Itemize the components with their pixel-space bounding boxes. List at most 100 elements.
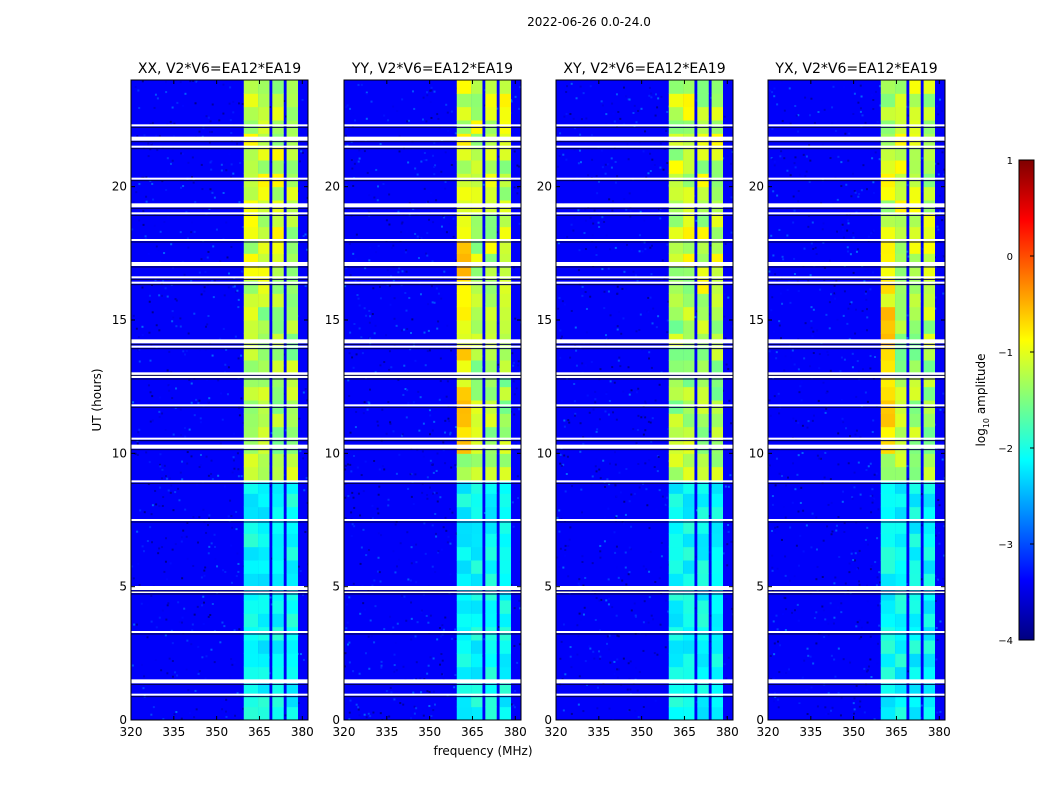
noise-speckle [939, 620, 942, 623]
noise-speckle [428, 705, 431, 708]
noise-speckle [587, 174, 590, 177]
flagged-row [556, 679, 733, 684]
noise-speckle [229, 86, 232, 89]
noise-speckle [184, 435, 187, 438]
noise-speckle [936, 639, 939, 642]
noise-speckle [853, 486, 856, 489]
noise-speckle [401, 433, 404, 436]
signal-band-segment [909, 680, 921, 694]
noise-speckle [828, 301, 831, 304]
noise-speckle [213, 661, 216, 664]
noise-speckle [588, 645, 591, 648]
noise-speckle [404, 251, 407, 254]
noise-speckle [238, 201, 241, 204]
signal-band-segment [272, 253, 284, 268]
signal-band-segment [697, 706, 709, 720]
noise-speckle [598, 629, 601, 632]
noise-speckle [581, 560, 584, 563]
signal-band-segment [272, 280, 284, 294]
noise-speckle [237, 562, 240, 565]
noise-speckle [299, 450, 302, 453]
signal-band-segment [895, 600, 907, 614]
noise-speckle [510, 99, 513, 102]
noise-speckle [607, 290, 610, 293]
noise-speckle [415, 543, 418, 546]
signal-band-segment [880, 226, 896, 241]
noise-speckle [446, 370, 449, 373]
noise-speckle [147, 155, 150, 158]
noise-speckle [778, 324, 781, 327]
signal-band-segment [485, 506, 497, 521]
noise-speckle [419, 677, 422, 680]
signal-band-segment [923, 520, 936, 534]
flagged-row [131, 480, 308, 483]
noise-speckle [582, 613, 585, 616]
flagged-row [131, 262, 308, 266]
noise-speckle [871, 271, 874, 274]
colorbar-tick-label: −3 [998, 540, 1013, 551]
noise-speckle [877, 508, 880, 511]
signal-band-segment [272, 453, 284, 468]
noise-speckle [563, 419, 566, 422]
noise-speckle [173, 122, 176, 125]
noise-speckle [616, 658, 619, 661]
noise-speckle [192, 516, 195, 519]
noise-speckle [778, 671, 781, 674]
noise-speckle [161, 609, 164, 612]
noise-speckle [562, 566, 565, 569]
signal-band-segment [909, 106, 921, 121]
signal-band-segment [895, 426, 907, 441]
noise-speckle [827, 503, 830, 506]
signal-band-segment [880, 493, 896, 508]
noise-speckle [730, 422, 733, 425]
noise-speckle [653, 652, 656, 655]
noise-speckle [282, 392, 285, 395]
noise-speckle [642, 150, 645, 153]
noise-speckle [175, 387, 178, 390]
signal-band-segment [880, 506, 896, 521]
noise-speckle [613, 453, 616, 456]
signal-band-segment [683, 506, 695, 521]
noise-speckle [794, 488, 797, 491]
flagged-row [131, 281, 308, 284]
noise-speckle [223, 161, 226, 164]
noise-speckle [389, 615, 392, 618]
noise-speckle [450, 110, 453, 113]
noise-speckle [776, 103, 779, 106]
noise-speckle [855, 684, 858, 687]
noise-speckle [158, 135, 161, 138]
noise-speckle [793, 609, 796, 612]
noise-speckle [848, 303, 851, 306]
noise-speckle [345, 106, 348, 109]
noise-speckle [611, 209, 614, 212]
noise-speckle [358, 157, 361, 160]
noise-speckle [402, 703, 405, 706]
flagged-row [344, 276, 521, 279]
noise-speckle [225, 710, 228, 713]
noise-speckle [773, 653, 776, 656]
noise-speckle [920, 246, 923, 249]
signal-band-segment [243, 453, 259, 468]
signal-band-segment [286, 466, 299, 481]
noise-speckle [869, 568, 872, 571]
signal-band-segment [909, 520, 921, 534]
panel-title: YX, V2*V6=EA12*EA19 [774, 61, 937, 77]
flagged-row [768, 339, 945, 344]
noise-speckle [871, 430, 874, 433]
noise-speckle [816, 329, 819, 332]
noise-speckle [726, 543, 729, 546]
noise-speckle [665, 502, 668, 505]
noise-speckle [573, 382, 576, 385]
noise-speckle [768, 399, 771, 402]
noise-speckle [906, 184, 909, 187]
noise-speckle [367, 635, 370, 638]
noise-speckle [389, 421, 392, 424]
noise-speckle [723, 663, 726, 666]
noise-speckle [569, 646, 572, 649]
noise-speckle [186, 462, 189, 465]
signal-band-segment [471, 413, 483, 428]
signal-band-segment [243, 653, 259, 668]
noise-speckle [422, 455, 425, 458]
noise-speckle [454, 132, 457, 135]
noise-speckle [827, 692, 830, 695]
